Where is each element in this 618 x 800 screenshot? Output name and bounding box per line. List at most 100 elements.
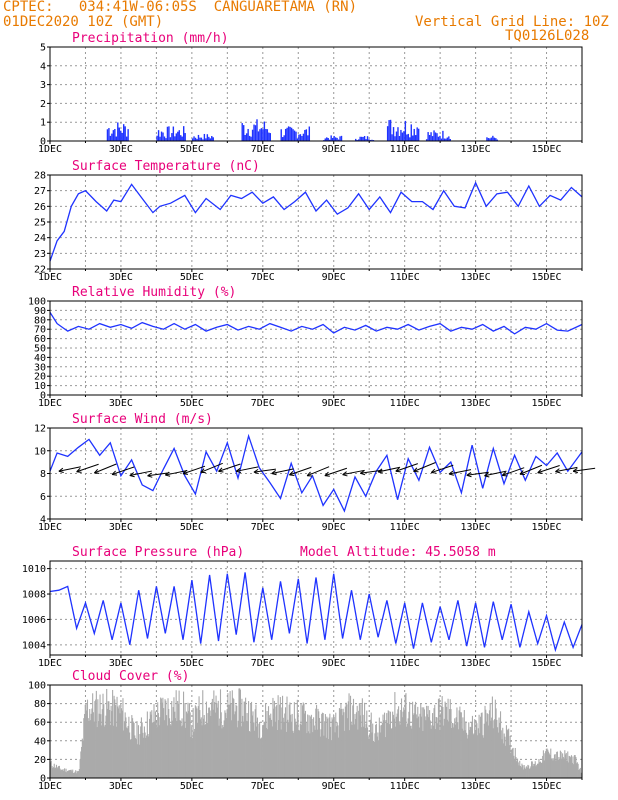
cloud-bar	[570, 755, 573, 778]
cloud-bar	[312, 732, 314, 778]
precip-bar	[427, 132, 429, 141]
cloud-bar	[233, 699, 235, 778]
cloud-bar	[318, 711, 320, 778]
precip-bar	[425, 139, 428, 141]
precip-bar	[410, 124, 412, 141]
cloud-bar	[512, 747, 514, 778]
cloud-bar	[191, 738, 193, 778]
x-tick-label: 1DEC	[38, 272, 62, 283]
y-tick-label: 100	[28, 681, 46, 692]
precip-bar	[175, 133, 178, 141]
cloud-bar	[576, 762, 578, 778]
cloud-bar	[389, 724, 391, 778]
cloud-bar	[550, 748, 552, 778]
cloud-bar	[115, 705, 117, 778]
cloud-bar	[290, 721, 292, 778]
cloud-bar	[526, 767, 528, 778]
cloud-bar	[394, 692, 396, 778]
y-tick-label: 22	[34, 265, 46, 276]
wind-vector-head	[253, 468, 259, 475]
cloud-bar	[86, 699, 89, 778]
cloud-bar	[188, 710, 190, 778]
cloud-bar	[541, 762, 543, 778]
cloud-bar	[380, 732, 382, 778]
precip-bar	[369, 139, 372, 141]
cloud-bar	[523, 765, 525, 778]
grid-line-note: Vertical Grid Line: 10Z	[415, 14, 609, 30]
cloud-bar	[490, 720, 492, 778]
cloud-bar	[451, 727, 453, 778]
precip-bar	[159, 136, 161, 141]
y-tick-label: 10	[34, 446, 46, 457]
cloud-bar	[222, 725, 224, 778]
cloud-bar	[454, 718, 456, 778]
cloud-bar	[126, 727, 128, 778]
cloud-bar	[363, 726, 365, 778]
cloud-bar	[461, 728, 463, 778]
cloud-bar	[64, 768, 66, 778]
cloud-bar	[419, 713, 421, 778]
y-tick-label: 40	[34, 353, 46, 364]
cloud-bar	[141, 722, 143, 778]
cloud-bar	[199, 719, 202, 778]
cloud-bar	[120, 703, 122, 778]
cloud-bar	[104, 724, 106, 778]
precip-bar	[196, 138, 198, 141]
cloud-bar	[110, 705, 112, 778]
cloud-bar	[276, 729, 278, 778]
cloud-bar	[71, 771, 73, 778]
wind-vector-head	[377, 468, 384, 474]
cloud-bar	[221, 728, 223, 778]
precip-bar	[327, 138, 329, 141]
cloud-bar	[65, 768, 67, 778]
series-line	[49, 572, 583, 653]
cloud-bar	[485, 709, 487, 778]
station-header: CPTEC: 034:41W-06:05S CANGUARETAMA (RN)	[3, 0, 358, 15]
wind-vector-head	[501, 471, 508, 477]
cloud-bar	[281, 707, 283, 778]
cloud-bar	[264, 721, 266, 778]
cloud-bar	[190, 736, 192, 778]
cloud-bar	[566, 761, 568, 778]
cloud-bar	[341, 715, 343, 778]
cloud-bar	[278, 720, 280, 778]
cloud-bar	[579, 767, 581, 778]
x-tick-label: 15DEC	[531, 781, 561, 792]
cloud-bar	[507, 730, 509, 778]
cloud-bar	[146, 735, 148, 778]
cloud-bar	[542, 755, 544, 778]
cloud-bar	[242, 715, 244, 778]
cloud-bar	[430, 728, 432, 778]
y-tick-label: 1004	[22, 640, 46, 651]
x-tick-label: 3DEC	[109, 658, 133, 669]
cloud-bar	[353, 724, 355, 778]
cloud-bar	[548, 751, 550, 778]
cloud-bar	[172, 707, 174, 778]
precip-bar	[355, 138, 357, 141]
wind-vector	[448, 469, 472, 475]
cloud-bar	[109, 709, 111, 778]
cloud-bar	[503, 733, 505, 778]
wind-vector	[200, 462, 223, 473]
cloud-bar	[410, 725, 412, 778]
x-tick-label: 7DEC	[251, 272, 275, 283]
precip-bar	[166, 126, 169, 141]
precip-bar	[304, 129, 306, 141]
cloud-bar	[387, 710, 389, 778]
cloud-bar	[326, 716, 328, 778]
cloud-bar	[106, 688, 108, 778]
precip-bar	[333, 135, 335, 141]
cloud-bar	[572, 756, 574, 778]
cloud-bar	[556, 751, 558, 778]
cloud-bar	[89, 709, 91, 778]
cloud-bar	[183, 721, 185, 778]
cloud-bar	[508, 745, 510, 778]
y-tick-label: 12	[34, 424, 46, 435]
cloud-bar	[381, 725, 383, 778]
precip-bar	[287, 126, 290, 141]
cloud-bar	[408, 711, 410, 778]
precip-bar	[211, 136, 213, 141]
cloud-bar	[482, 735, 484, 778]
precip-bar	[406, 134, 408, 141]
cloud-bar	[499, 722, 501, 778]
